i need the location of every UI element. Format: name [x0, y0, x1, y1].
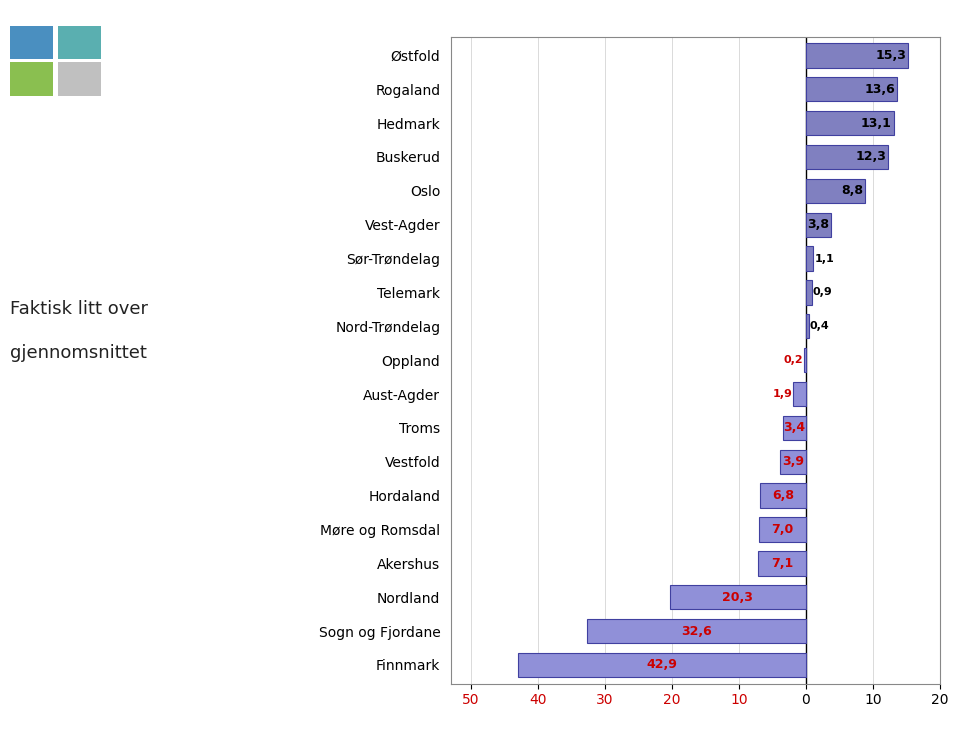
Text: gjennomsnittet: gjennomsnittet	[10, 344, 147, 362]
Bar	[806, 280, 812, 304]
Text: 0,4: 0,4	[809, 321, 830, 331]
FancyBboxPatch shape	[10, 26, 53, 59]
Bar	[759, 551, 806, 576]
Text: 3,8: 3,8	[807, 218, 830, 232]
Bar	[806, 212, 831, 237]
Bar	[784, 416, 806, 440]
Bar	[669, 585, 806, 609]
Bar	[806, 246, 813, 270]
Text: 20: 20	[914, 713, 930, 726]
Bar	[806, 43, 908, 68]
Bar	[806, 77, 897, 101]
Bar	[805, 348, 806, 373]
Text: 32,6: 32,6	[681, 625, 712, 637]
Text: 42,9: 42,9	[646, 659, 678, 672]
Text: 20.01.2009     Knut Vareide: 20.01.2009 Knut Vareide	[19, 713, 191, 726]
Text: 7,0: 7,0	[771, 523, 793, 536]
Text: 1,1: 1,1	[814, 254, 834, 264]
Bar	[806, 179, 865, 203]
FancyBboxPatch shape	[10, 62, 53, 96]
FancyBboxPatch shape	[58, 26, 101, 59]
Text: 8,8: 8,8	[841, 184, 863, 197]
Bar	[806, 314, 808, 339]
Bar	[759, 517, 806, 542]
Text: 3,9: 3,9	[782, 455, 804, 468]
Text: 20,3: 20,3	[722, 591, 753, 603]
Bar	[806, 145, 888, 169]
Bar	[806, 111, 894, 135]
Text: 13,6: 13,6	[864, 83, 895, 96]
Text: 1,9: 1,9	[772, 389, 792, 399]
Bar	[588, 619, 806, 643]
Bar	[519, 653, 806, 677]
Text: Faktisk litt over: Faktisk litt over	[10, 300, 148, 318]
Text: 0,9: 0,9	[813, 287, 832, 298]
Text: 0,2: 0,2	[784, 355, 804, 365]
Text: 13,1: 13,1	[861, 117, 892, 129]
Text: 6,8: 6,8	[772, 489, 794, 502]
Text: 15,3: 15,3	[876, 49, 906, 62]
FancyBboxPatch shape	[58, 62, 101, 96]
Bar	[793, 381, 806, 406]
Text: 7,1: 7,1	[771, 557, 793, 570]
Text: 12,3: 12,3	[855, 151, 886, 163]
Bar	[780, 450, 806, 474]
Text: 3,4: 3,4	[784, 421, 806, 434]
Text: telemarksforsking.no: telemarksforsking.no	[719, 713, 852, 726]
Bar	[760, 484, 806, 508]
